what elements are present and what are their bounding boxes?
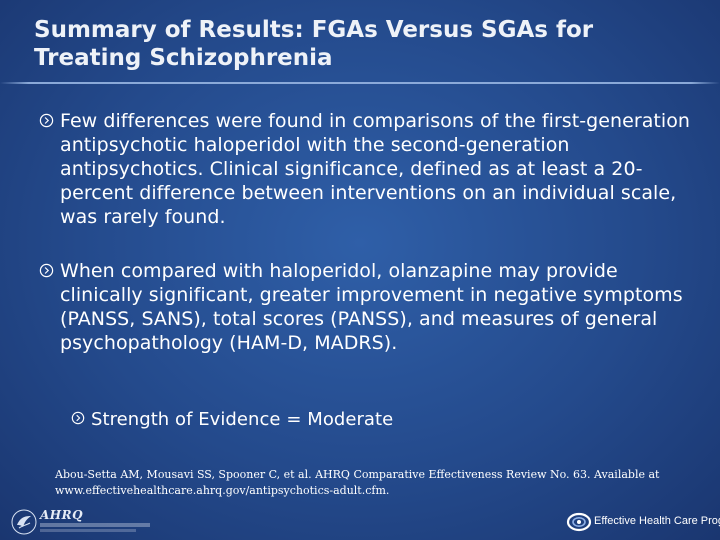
slide-title: Summary of Results: FGAs Versus SGAs for… <box>34 17 594 71</box>
citation: Abou-Setta AM, Mousavi SS, Spooner C, et… <box>55 468 660 497</box>
ahrq-logo: AHRQ <box>40 508 150 536</box>
ahrq-tagline-mark-2 <box>40 529 136 532</box>
bullet-item-2: When compared with haloperidol, olanzapi… <box>39 259 695 355</box>
circle-arrow-icon <box>71 411 85 425</box>
bullet-text-1: Few differences were found in comparison… <box>60 110 690 228</box>
sub-bullet-text-1: Strength of Evidence = Moderate <box>91 409 394 430</box>
bullet-item-1: Few differences were found in comparison… <box>39 109 695 229</box>
ahrq-logo-text: AHRQ <box>40 508 84 522</box>
circle-arrow-icon <box>39 263 54 278</box>
effective-health-care-logo: Effective Health Care Program <box>566 508 720 536</box>
footer: AHRQ Effective Health Care Program <box>0 503 720 540</box>
title-divider <box>0 82 720 84</box>
bullet-text-2: When compared with haloperidol, olanzapi… <box>60 260 683 354</box>
hhs-eagle-icon <box>11 509 37 535</box>
ahrq-tagline-mark <box>40 523 150 527</box>
effective-health-care-mark-icon <box>566 512 592 532</box>
effective-health-care-text: Effective Health Care Program <box>594 515 720 527</box>
circle-arrow-icon <box>39 113 54 128</box>
sub-bullet-item-1: Strength of Evidence = Moderate <box>71 408 651 432</box>
